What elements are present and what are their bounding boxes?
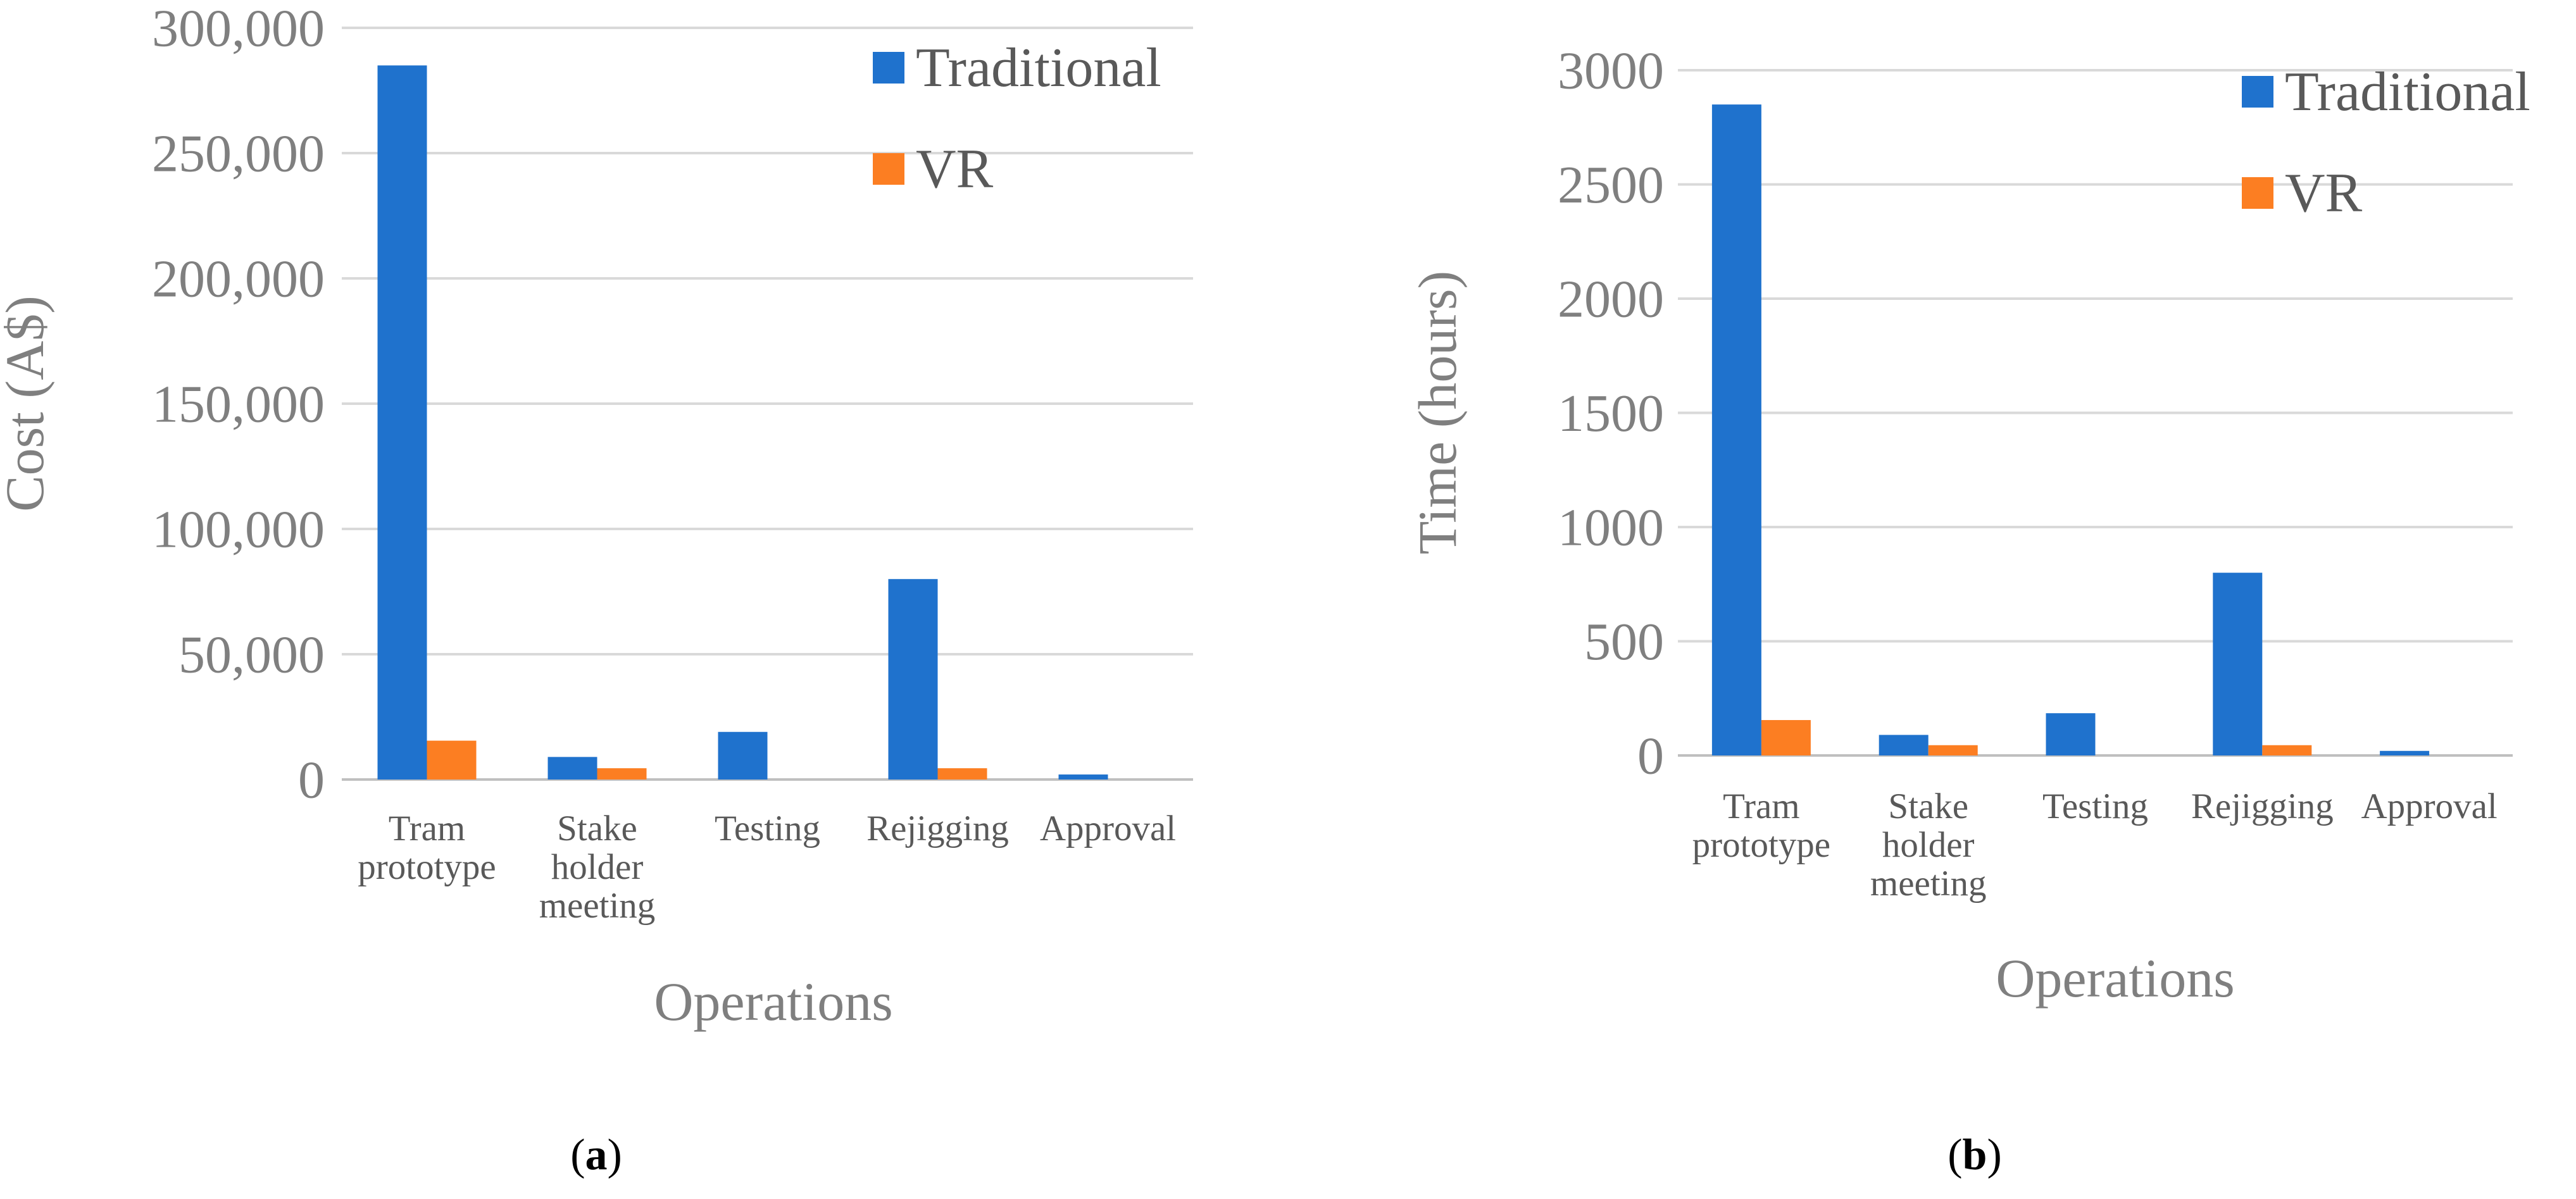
bar-traditional-rejigging [2213, 573, 2263, 755]
bar-vr-tram-prototype [1761, 720, 1811, 755]
caption-paren-open: ( [1948, 1131, 1962, 1179]
y-axis-title: Time (hours) [1407, 271, 1468, 554]
bar-traditional-tram-prototype [1711, 104, 1761, 755]
bar-traditional-approval [1058, 774, 1108, 780]
bar-traditional-testing [2046, 713, 2096, 755]
x-tick-label: prototype [1692, 825, 1830, 865]
x-tick-label: Testing [2042, 786, 2148, 826]
caption-letter: b [1963, 1131, 1987, 1179]
legend-swatch-traditional [2242, 76, 2273, 108]
y-tick-label: 150,000 [152, 375, 325, 434]
x-tick-label: Stake [557, 809, 637, 848]
x-tick-label: Approval [2361, 786, 2497, 826]
y-tick-label: 200,000 [152, 250, 325, 309]
x-tick-label: Rejigging [866, 809, 1009, 848]
x-tick-label: holder [1882, 825, 1975, 865]
bar-traditional-stake-holder-meeting [1879, 735, 1929, 755]
y-tick-label: 0 [298, 751, 325, 810]
legend-label-traditional: Traditional [916, 37, 1161, 99]
y-tick-label: 2500 [1558, 156, 1664, 214]
bar-traditional-testing [718, 731, 768, 780]
caption-paren-open: ( [570, 1131, 585, 1179]
legend-swatch-traditional [873, 52, 904, 84]
x-tick-label: prototype [358, 847, 496, 887]
legend-label-vr: VR [916, 139, 994, 200]
x-tick-label: Rejigging [2191, 786, 2334, 826]
legend-label-vr: VR [2285, 163, 2363, 224]
y-tick-label: 1000 [1558, 499, 1664, 557]
y-tick-label: 2000 [1558, 270, 1664, 329]
x-tick-label: Approval [1040, 809, 1176, 848]
y-tick-label: 100,000 [152, 500, 325, 559]
caption-paren-close: ) [608, 1131, 622, 1179]
x-tick-label: meeting [1870, 864, 1987, 904]
y-tick-label: 300,000 [152, 0, 325, 58]
caption-letter: a [585, 1131, 608, 1179]
legend-swatch-vr [873, 153, 904, 185]
y-tick-label: 500 [1584, 612, 1664, 671]
x-axis-title: Operations [654, 971, 892, 1032]
x-tick-label: Stake [1888, 786, 1968, 826]
x-tick-label: holder [551, 847, 644, 887]
legend-swatch-vr [2242, 177, 2273, 209]
x-tick-label: meeting [539, 886, 656, 926]
bar-vr-rejigging [2262, 745, 2312, 755]
y-tick-label: 250,000 [152, 125, 325, 183]
y-tick-label: 0 [1637, 727, 1664, 786]
bar-vr-stake-holder-meeting [597, 768, 647, 780]
caption-paren-close: ) [1987, 1131, 2001, 1179]
x-tick-label: Tram [1723, 786, 1799, 826]
legend-label-traditional: Traditional [2285, 61, 2530, 123]
bar-vr-tram-prototype [427, 740, 477, 780]
panel-caption: (a) [570, 1131, 622, 1179]
x-tick-label: Testing [715, 809, 820, 848]
y-tick-label: 1500 [1558, 384, 1664, 443]
y-tick-label: 3000 [1558, 42, 1664, 101]
bar-vr-stake-holder-meeting [1928, 745, 1978, 755]
y-tick-label: 50,000 [178, 626, 325, 685]
bar-traditional-tram-prototype [377, 65, 427, 780]
bar-traditional-rejigging [888, 579, 938, 780]
x-tick-label: Tram [389, 809, 465, 848]
bar-traditional-approval [2380, 750, 2430, 755]
x-axis-title: Operations [1996, 948, 2234, 1009]
bar-vr-rejigging [937, 768, 987, 780]
y-axis-title: Cost (A$) [0, 295, 55, 512]
bar-traditional-stake-holder-meeting [547, 757, 597, 780]
panel-caption: (b) [1948, 1131, 2002, 1179]
chart-a: 0 50,000 100,000 150,000 200,000 250,000 300,0… [0, 0, 1193, 1179]
